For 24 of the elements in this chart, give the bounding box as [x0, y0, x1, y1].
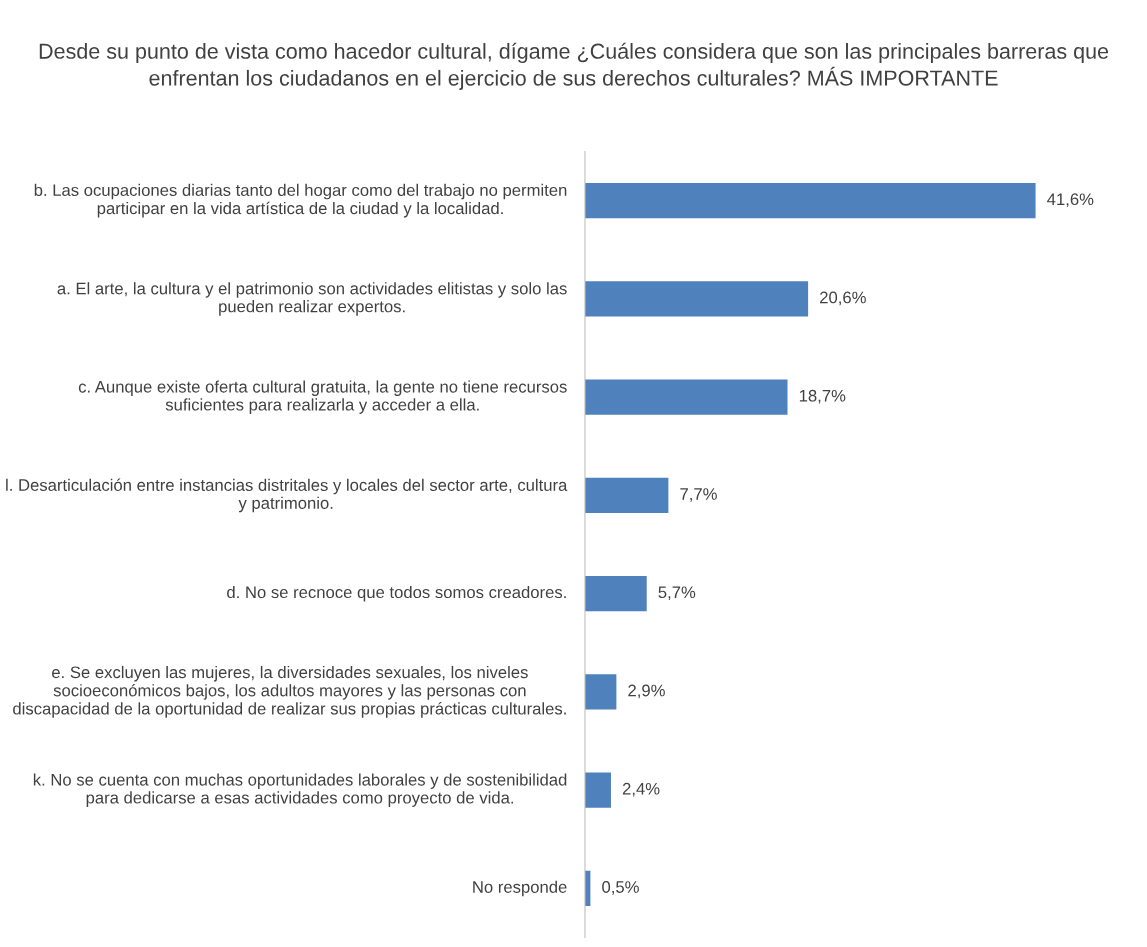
bar	[584, 379, 788, 415]
data-label: 5,7%	[658, 586, 696, 601]
y-tick-label: d. No se recnoce que todos somos creadores.	[227, 585, 566, 602]
bar	[584, 182, 1036, 219]
bar	[584, 281, 809, 317]
y-tick-label: k. No se cuenta con muchas oportunidades laborales y de sostenibilidad para dedicarse a esas actividades como proyecto de vida.	[33, 773, 567, 807]
y-tick-label: a. El arte, la cultura y el patrimonio son actividades elitistas y solo las pueden realizar expertos.	[57, 282, 567, 316]
bar	[584, 575, 647, 612]
y-tick-label: No responde	[473, 880, 567, 897]
data-label: 41,6%	[1047, 193, 1094, 208]
bar	[584, 477, 669, 514]
y-tick-label: c. Aunque existe oferta cultural gratuita, la gente no tiene recursos suficientes para realizarla y acceder a ella.	[78, 380, 567, 414]
y-tick-label: b. Las ocupaciones diarias tanto del hogar como del trabajo no permiten participar en la vida artística de la ciudad y la localidad.	[34, 183, 567, 218]
data-label: 2,9%	[628, 684, 665, 699]
y-tick-label: l. Desarticulación entre instancias distritales y locales del sector arte, cultura y patrimonio.	[6, 478, 568, 513]
data-label: 7,7%	[680, 488, 717, 502]
data-label: 2,4%	[622, 782, 660, 797]
chart-title: Desde su punto de vista como hacedor cultural, dígame ¿Cuáles considera que son las principales barreras que enfrentan los ciudadanos en el ejercicio de sus derechos culturales? MÁS IMPORTANTE	[39, 42, 1109, 90]
bar	[584, 674, 617, 710]
data-label: 20,6%	[820, 291, 866, 306]
y-tick-label: e. Se excluyen las mujeres, la diversidades sexuales, los niveles socioeconómicos bajos, los adultos mayores y las personas con discapacidad de la oportunidad de realizar sus propias prácticas culturales.	[13, 665, 566, 718]
data-label: 18,7%	[799, 389, 846, 404]
bar	[584, 772, 611, 808]
data-label: 0,5%	[602, 881, 639, 895]
